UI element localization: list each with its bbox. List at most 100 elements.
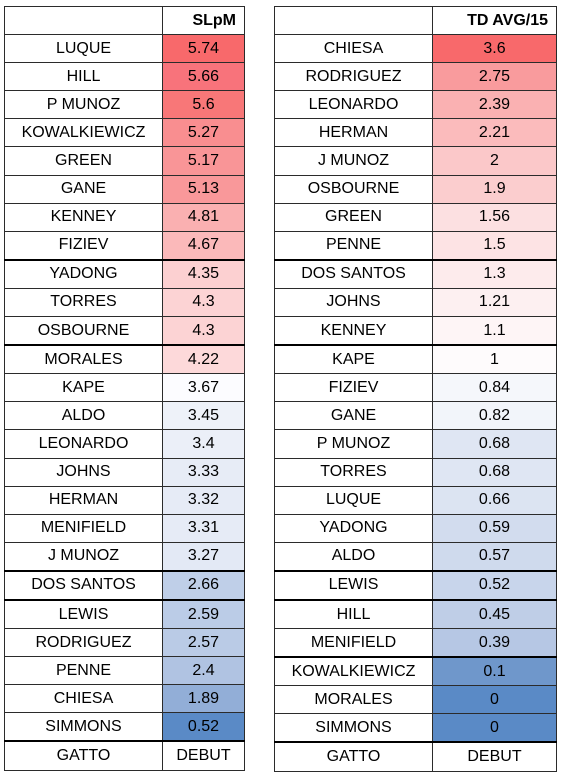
fighter-name-cell: YADONG — [4, 258, 163, 289]
fighter-name-cell: LEONARDO — [274, 90, 433, 120]
stat-value-cell: 1.89 — [162, 684, 245, 714]
stat-value-cell: 3.27 — [162, 541, 245, 572]
fighter-name-cell: HERMAN — [274, 118, 433, 148]
table-row: LUQUE 0.66 — [274, 485, 557, 515]
stat-value-cell: 2.57 — [162, 628, 245, 658]
table-row: PENNE 2.4 — [4, 656, 245, 686]
table-row: HILL 5.66 — [4, 62, 245, 92]
fighter-name-cell: RODRIGUEZ — [274, 62, 433, 92]
table-row: KOWALKIEWICZ 5.27 — [4, 118, 245, 148]
stat-value-cell: 0.45 — [432, 598, 557, 630]
table-row: J MUNOZ 2 — [274, 146, 557, 176]
table-row: YADONG 0.59 — [274, 513, 557, 543]
fighter-name-cell: OSBOURNE — [4, 316, 163, 346]
table-row: TORRES 0.68 — [274, 457, 557, 487]
stat-value-cell: 4.81 — [162, 202, 245, 232]
table-row: LEONARDO 3.4 — [4, 429, 245, 459]
fighter-name-cell: DOS SANTOS — [4, 569, 163, 601]
fighter-name-cell: JOHNS — [4, 457, 163, 487]
table-row: ALDO 0.57 — [274, 541, 557, 572]
column-header-slpm: SLpM — [162, 5, 245, 36]
table-row: MORALES 4.22 — [4, 344, 245, 375]
fighter-name-cell: RODRIGUEZ — [4, 628, 163, 658]
stat-value-cell: 1.21 — [432, 287, 557, 318]
stat-value-cell: 4.22 — [162, 344, 245, 375]
table-row: GATTO DEBUT — [4, 740, 245, 771]
stat-value-cell: 1.3 — [432, 258, 557, 289]
fighter-name-cell: P MUNOZ — [4, 90, 163, 120]
header-blank-cell — [274, 5, 433, 36]
table-row: LUQUE 5.74 — [4, 34, 245, 64]
stat-value-cell: 1.9 — [432, 174, 557, 204]
stat-value-cell: 3.45 — [162, 401, 245, 431]
fighter-name-cell: YADONG — [274, 513, 433, 543]
stat-value-cell: 2.75 — [432, 62, 557, 92]
fighter-name-cell: PENNE — [4, 656, 163, 686]
table-row: GANE 5.13 — [4, 174, 245, 204]
table-row: HERMAN 2.21 — [274, 118, 557, 148]
table-row: P MUNOZ 5.6 — [4, 90, 245, 120]
table-row: FIZIEV 4.67 — [4, 230, 245, 261]
table-row: LEWIS 2.59 — [4, 598, 245, 630]
fighter-name-cell: JOHNS — [274, 287, 433, 318]
stat-value-cell: 5.17 — [162, 146, 245, 176]
fighter-name-cell: MENIFIELD — [4, 513, 163, 543]
stat-value-cell: 2.39 — [432, 90, 557, 120]
stat-value-cell: 0.1 — [432, 656, 557, 687]
stat-value-cell: 1.56 — [432, 202, 557, 232]
stat-value-cell: 3.4 — [162, 429, 245, 459]
table-row: YADONG 4.35 — [4, 258, 245, 289]
fighter-name-cell: SIMMONS — [274, 713, 433, 743]
table-row: GATTO DEBUT — [274, 741, 557, 772]
fighter-name-cell: KAPE — [4, 373, 163, 403]
stat-value-cell: 0.57 — [432, 541, 557, 572]
table-row: CHIESA 1.89 — [4, 684, 245, 714]
fighter-name-cell: HILL — [274, 598, 433, 630]
table-header-row: TD AVG/15 — [274, 5, 557, 36]
fighter-name-cell: GREEN — [4, 146, 163, 176]
table-row: KAPE 3.67 — [4, 373, 245, 403]
table-row: DOS SANTOS 2.66 — [4, 569, 245, 601]
stat-value-cell: 0.68 — [432, 429, 557, 459]
table-row: JOHNS 3.33 — [4, 457, 245, 487]
header-blank-cell — [4, 5, 163, 36]
stat-value-cell: 0 — [432, 685, 557, 715]
fighter-name-cell: J MUNOZ — [274, 146, 433, 176]
column-header-td-avg: TD AVG/15 — [432, 5, 557, 36]
fighter-name-cell: CHIESA — [274, 34, 433, 64]
fighter-name-cell: LEONARDO — [4, 429, 163, 459]
fighter-name-cell: DOS SANTOS — [274, 258, 433, 289]
table-row: PENNE 1.5 — [274, 230, 557, 261]
table-row: HILL 0.45 — [274, 598, 557, 630]
fighter-name-cell: LEWIS — [274, 569, 433, 601]
stat-value-cell: 3.31 — [162, 513, 245, 543]
table-row: OSBOURNE 4.3 — [4, 316, 245, 346]
table-row: OSBOURNE 1.9 — [274, 174, 557, 204]
stat-value-cell: 0.66 — [432, 485, 557, 515]
table-row: CHIESA 3.6 — [274, 34, 557, 64]
table-row: HERMAN 3.32 — [4, 485, 245, 515]
table-row: KENNEY 1.1 — [274, 316, 557, 346]
td-avg-table: TD AVG/15 CHIESA 3.6 RODRIGUEZ 2.75 LEONARDO… — [274, 5, 557, 772]
table-row: MENIFIELD 3.31 — [4, 513, 245, 543]
stat-value-cell: 3.6 — [432, 34, 557, 64]
table-row: FIZIEV 0.84 — [274, 373, 557, 403]
fighter-name-cell: ALDO — [4, 401, 163, 431]
fighter-name-cell: KENNEY — [4, 202, 163, 232]
stat-value-cell: 1.5 — [432, 230, 557, 261]
fighter-name-cell: MENIFIELD — [274, 628, 433, 658]
table-row: P MUNOZ 0.68 — [274, 429, 557, 459]
stat-value-cell: 0.84 — [432, 373, 557, 403]
stat-value-cell: 5.66 — [162, 62, 245, 92]
fighter-name-cell: ALDO — [274, 541, 433, 572]
stat-value-cell: 4.3 — [162, 287, 245, 318]
fighter-name-cell: OSBOURNE — [274, 174, 433, 204]
table-row: MENIFIELD 0.39 — [274, 628, 557, 658]
fighter-name-cell: LUQUE — [4, 34, 163, 64]
stat-value-cell: 5.13 — [162, 174, 245, 204]
stat-value-cell: 2.66 — [162, 569, 245, 601]
stat-value-cell: 5.6 — [162, 90, 245, 120]
table-row: JOHNS 1.21 — [274, 287, 557, 318]
fighter-name-cell: MORALES — [274, 685, 433, 715]
fighter-name-cell: KAPE — [274, 344, 433, 375]
